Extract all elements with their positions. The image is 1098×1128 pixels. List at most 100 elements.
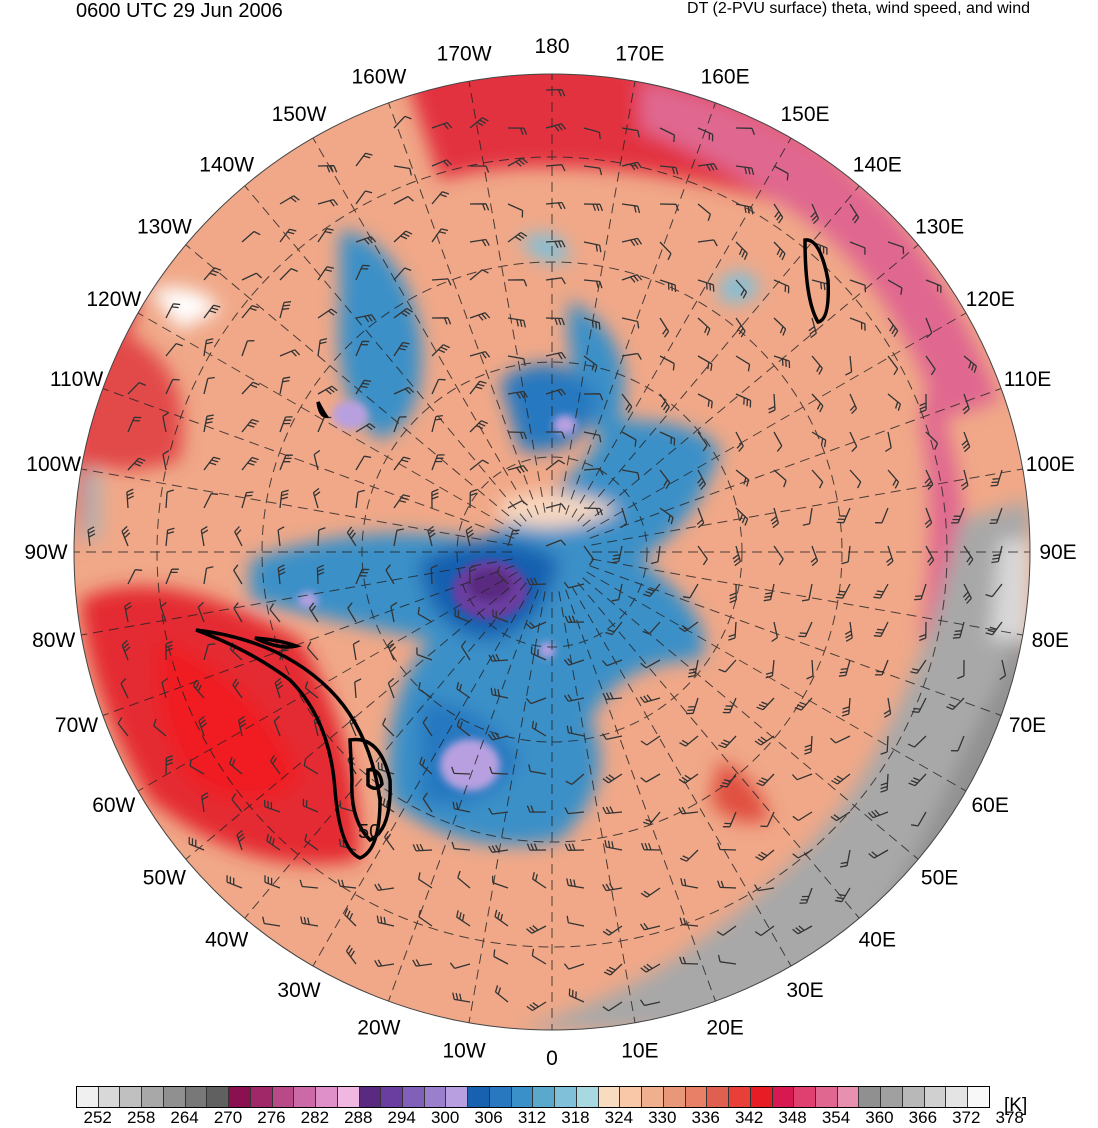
colorbar-swatch: [381, 1087, 404, 1107]
wind-barb: [799, 887, 813, 904]
wind-barb: [773, 203, 784, 224]
wind-barb: [950, 735, 965, 752]
wind-barb: [431, 278, 452, 286]
wind-barb: [496, 565, 509, 585]
wind-barb: [317, 527, 326, 547]
wind-barb: [304, 681, 319, 699]
wind-barb: [390, 602, 398, 623]
wind-barb: [564, 843, 585, 851]
wind-barb: [312, 487, 321, 509]
wind-barb: [393, 456, 411, 471]
wind-barb: [583, 279, 603, 289]
meridian-line: [137, 571, 518, 792]
wind-barb: [621, 274, 643, 283]
wind-barb: [874, 507, 889, 524]
wind-barb: [507, 529, 520, 547]
wind-barb: [583, 393, 604, 401]
wind-barb: [545, 201, 566, 210]
longitude-label: 130W: [137, 216, 192, 239]
wind-barb: [659, 127, 676, 143]
wind-barb: [583, 165, 603, 176]
wind-barb: [279, 416, 293, 433]
wind-barb: [431, 378, 446, 395]
wind-barb: [346, 526, 357, 547]
colorbar-swatch: [902, 1087, 925, 1107]
wind-barb: [924, 507, 933, 529]
wind-barb: [962, 583, 972, 604]
wind-barb: [867, 809, 889, 819]
wind-barb: [735, 507, 749, 526]
wind-barb: [659, 279, 677, 293]
wind-barb: [279, 195, 300, 205]
wind-barb: [639, 922, 661, 931]
wind-barb: [999, 659, 1007, 681]
wind-barb: [469, 420, 488, 433]
colorbar-swatch: [533, 1087, 556, 1107]
longitude-label: 60W: [92, 794, 135, 817]
wind-barb: [203, 493, 219, 509]
wind-barb: [488, 807, 509, 815]
wind-barb: [198, 715, 208, 737]
wind-barb: [875, 659, 889, 676]
wind-barb: [531, 948, 547, 965]
wind-barb: [621, 237, 643, 247]
wind-barb: [611, 545, 623, 564]
wind-barb: [431, 414, 443, 433]
colorbar-swatch: [77, 1087, 99, 1107]
wind-barb: [431, 159, 453, 167]
longitude-label: 150W: [272, 103, 327, 126]
longitude-label: 50W: [143, 866, 186, 889]
wind-barb: [602, 925, 623, 936]
wind-barb: [317, 227, 334, 243]
wind-barb: [989, 507, 1003, 524]
wind-barb: [525, 697, 547, 705]
wind-barb: [718, 735, 737, 749]
wind-barb: [528, 764, 547, 775]
wind-barb: [127, 569, 143, 585]
wind-barb: [469, 488, 478, 509]
wind-barb: [192, 679, 205, 699]
wind-barb: [811, 393, 824, 413]
longitude-label: 30E: [786, 979, 823, 1002]
wind-barb: [838, 659, 851, 677]
wind-barb: [639, 999, 661, 1007]
longitude-label: 110W: [50, 368, 103, 391]
colorbar-swatch: [489, 1087, 512, 1107]
wind-barb: [729, 583, 737, 604]
wind-barb: [299, 879, 319, 889]
wind-barb: [456, 719, 471, 737]
wind-barb: [317, 198, 339, 207]
wind-barb: [385, 564, 395, 585]
meridian-line: [468, 81, 546, 513]
wind-barb: [887, 469, 900, 489]
wind-barb: [306, 641, 319, 661]
wind-barb: [457, 870, 471, 889]
wind-barb: [127, 457, 146, 471]
wind-barb: [925, 431, 939, 450]
wind-barb: [545, 539, 567, 547]
wind-barb: [773, 165, 789, 181]
wind-barb: [469, 203, 490, 211]
wind-barb: [952, 621, 965, 639]
wind-barb: [165, 640, 173, 660]
wind-barb: [526, 925, 547, 934]
wind-barb: [841, 697, 851, 717]
wind-barb: [507, 203, 524, 218]
colorbar-swatch: [815, 1087, 838, 1107]
wind-barb: [697, 163, 718, 172]
wind-barb: [659, 203, 680, 212]
wind-barb: [241, 418, 259, 433]
wind-barb: [203, 267, 222, 281]
wind-barb: [376, 915, 395, 927]
meridian-line: [589, 388, 1002, 539]
meridian-line: [244, 582, 527, 919]
longitude-label: 70W: [55, 714, 98, 737]
colorbar-tick-label: 264: [170, 1108, 199, 1127]
wind-barb: [494, 985, 509, 1003]
wind-barb: [697, 431, 708, 452]
wind-barb: [602, 773, 623, 784]
wind-barb: [382, 717, 395, 737]
wind-barb: [911, 697, 927, 713]
colorbar-tick-label: 252: [83, 1108, 112, 1127]
wind-barb: [960, 469, 969, 491]
